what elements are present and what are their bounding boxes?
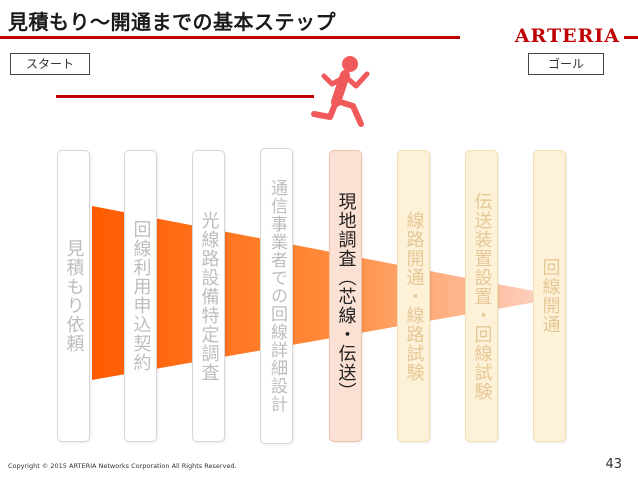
page-number: 43 (605, 457, 622, 472)
step-2: 回線利用申込契約 (124, 150, 157, 442)
step-1-label: 見積もり依頼 (63, 239, 85, 353)
start-label: スタート (10, 53, 90, 75)
step-4-label: 通信事業者での回線詳細設計 (267, 179, 287, 413)
copyright-footer: Copyright © 2015 ARTERIA Networks Corpor… (8, 462, 237, 470)
runner-icon (311, 56, 370, 127)
step-3: 光線路設備特定調査 (192, 150, 225, 442)
step-7-label: 伝送装置設置・回線試験 (471, 191, 493, 401)
step-6-label: 線路開通・線路試験 (403, 210, 425, 382)
step-3-label: 光線路設備特定調査 (198, 210, 220, 382)
step-8: 回線開通 (533, 150, 566, 442)
title-rule-left (0, 36, 460, 39)
arteria-logo: ARTERIA (510, 25, 624, 47)
progress-track (56, 95, 314, 98)
step-4: 通信事業者での回線詳細設計 (260, 148, 293, 444)
step-5-current: 現地調査（芯線・伝送） (329, 150, 362, 442)
goal-label: ゴール (528, 53, 604, 75)
step-8-label: 回線開通 (539, 258, 561, 334)
step-6: 線路開通・線路試験 (397, 150, 430, 442)
step-2-label: 回線利用申込契約 (130, 220, 152, 372)
step-1: 見積もり依頼 (57, 150, 90, 442)
slide-title: 見積もり〜開通までの基本ステップ (8, 10, 336, 34)
step-5-label: 現地調査（芯線・伝送） (335, 191, 357, 401)
step-7: 伝送装置設置・回線試験 (465, 150, 498, 442)
